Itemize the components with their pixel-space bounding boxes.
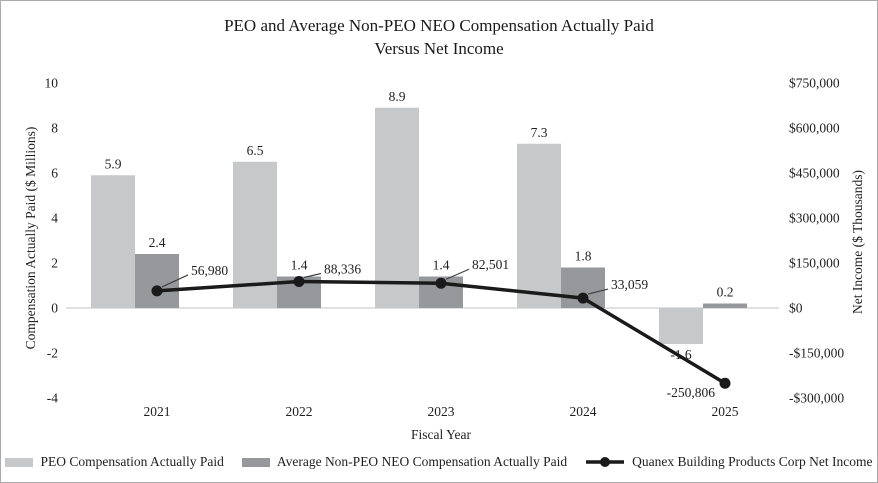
net-income-label-leader: [587, 288, 609, 295]
legend: PEO Compensation Actually Paid Average N…: [1, 454, 877, 470]
net-income-data-label: 33,059: [611, 277, 648, 292]
chart-title-line1: PEO and Average Non-PEO NEO Compensation…: [224, 16, 654, 35]
peo-bar-2024: [517, 143, 561, 308]
net-income-data-label: 88,336: [324, 261, 361, 276]
legend-label-net-income: Quanex Building Products Corp Net Income: [632, 454, 873, 469]
peo-bar-2025: [659, 308, 703, 344]
bar-data-label: 8.9: [389, 89, 406, 104]
legend-item-non-peo: Average Non-PEO NEO Compensation Actuall…: [241, 454, 568, 470]
right-axis-tick-label: -$300,000: [789, 391, 844, 406]
bar-data-label: 6.5: [247, 143, 264, 158]
net-income-label-leader: [445, 268, 470, 280]
peo-bar-swatch-icon: [5, 457, 34, 467]
peo-bar-2023: [375, 107, 419, 308]
left-axis-tick-label: 8: [51, 121, 58, 136]
x-axis-tick-label: 2021: [144, 404, 171, 419]
right-axis-tick-label: $600,000: [789, 121, 840, 136]
left-axis-tick-label: 6: [51, 166, 58, 181]
right-axis-tick-label: $750,000: [789, 76, 840, 91]
right-axis-tick-label: $150,000: [789, 256, 840, 271]
right-axis-tick-label: $450,000: [789, 166, 840, 181]
legend-item-net-income: Quanex Building Products Corp Net Income: [585, 454, 873, 470]
bar-data-label: 0.2: [717, 285, 734, 300]
left-axis-tick-label: 4: [51, 211, 58, 226]
legend-label-peo: PEO Compensation Actually Paid: [40, 454, 224, 469]
chart-title-line2: Versus Net Income: [374, 39, 504, 58]
net-income-data-label: -250,806: [667, 385, 716, 400]
right-axis-tick-label: -$150,000: [789, 346, 844, 361]
x-axis-tick-label: 2025: [712, 404, 739, 419]
non-peo-bar-swatch-icon: [241, 457, 270, 467]
left-axis-tick-label: 0: [51, 301, 58, 316]
net-income-label-leader: [303, 272, 322, 279]
net-income-label-leader: [161, 274, 189, 288]
legend-line-marker: [600, 457, 611, 467]
bar-data-label: 5.9: [105, 156, 122, 171]
left-axis-tick-label: 10: [45, 76, 59, 91]
x-axis-tick-label: 2023: [428, 404, 455, 419]
net-income-marker: [435, 277, 447, 289]
right-axis-tick-label: $0: [789, 301, 803, 316]
net-income-marker: [577, 292, 589, 304]
x-axis-title: Fiscal Year: [411, 427, 471, 442]
bar-data-label: 1.8: [575, 249, 592, 264]
net-income-line-swatch-icon: [586, 457, 625, 467]
x-axis-tick-label: 2024: [570, 404, 597, 419]
bar-data-label: 2.4: [149, 235, 166, 250]
bar-data-label: 1.4: [433, 258, 450, 273]
bar-data-label: 1.4: [291, 258, 308, 273]
non-peo-bar-2025: [703, 303, 747, 308]
x-axis-tick-label: 2022: [286, 404, 313, 419]
legend-item-peo: PEO Compensation Actually Paid: [5, 454, 224, 470]
chart-title: PEO and Average Non-PEO NEO Compensation…: [1, 14, 877, 60]
right-axis-tick-label: $300,000: [789, 211, 840, 226]
net-income-data-label: 82,501: [472, 257, 509, 272]
net-income-marker: [719, 377, 731, 389]
legend-label-non-peo: Average Non-PEO NEO Compensation Actuall…: [276, 454, 568, 469]
net-income-marker: [293, 275, 305, 287]
bar-data-label: 7.3: [531, 125, 548, 140]
left-axis-tick-label: -4: [47, 391, 58, 406]
left-axis-tick-label: -2: [47, 346, 58, 361]
net-income-data-label: 56,980: [191, 263, 228, 278]
non-peo-bar-2021: [135, 254, 179, 308]
peo-bar-2021: [91, 175, 135, 308]
left-axis-tick-label: 2: [51, 256, 58, 271]
net-income-marker: [151, 285, 163, 297]
